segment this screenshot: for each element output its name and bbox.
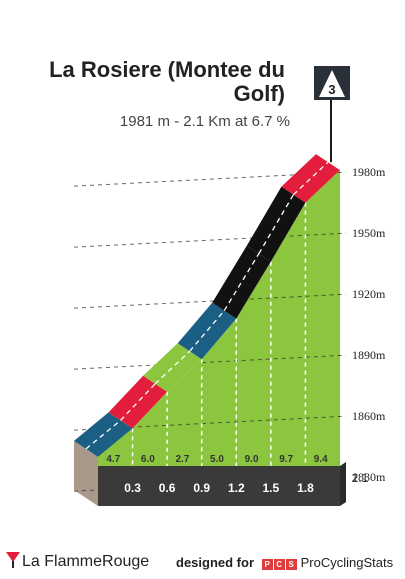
altitude-tick-label: 1830m [352,470,386,484]
km-tick-label: 1.8 [297,481,314,495]
profile-fill [98,170,340,466]
brand-logo: La FlammeRouge [6,552,149,571]
distance-band-end [340,462,346,506]
distance-band [98,466,340,506]
km-tick-label: 0.3 [124,481,141,495]
km-tick-label: 0.9 [193,481,210,495]
altitude-tick-label: 1980m [352,165,386,179]
flamme-rouge-icon [6,552,20,568]
gradient-segment [281,154,340,203]
gradient-segment [108,375,168,429]
footer: La FlammeRouge designed for P C S ProCyclin… [0,548,405,578]
gradient-label: 5.0 [210,454,224,465]
brand-name: La FlammeRouge [22,553,150,570]
gradient-segment [177,302,237,360]
climb-title: La Rosiere (Montee du Golf) [49,57,285,106]
category-triangle-icon [319,70,345,97]
gradient-segment [246,186,306,262]
altitude-grid-line [73,415,347,431]
gradient-centerline [154,350,191,385]
km-tick-label: 1.2 [228,481,245,495]
gradient-centerline [85,419,121,450]
gradient-centerline [258,194,294,254]
gradient-label: 9.0 [245,454,259,465]
gradient-label: 4.7 [106,454,120,465]
gradient-label: 2.7 [175,454,189,465]
gradient-label: 9.7 [279,454,293,465]
km-tick-label: 1.5 [263,481,280,495]
climb-subtitle: 1981 m - 2.1 Km at 6.7 % [119,113,290,130]
gradient-label: 9.4 [314,454,328,465]
credit-site: ProCyclingStats [300,555,394,570]
gradient-segment [143,343,202,392]
gradient-centerline [292,161,329,196]
gradient-segment [212,245,271,319]
altitude-grid-line [73,293,347,309]
altitude-grid-line [73,232,347,248]
profile-start-wall [74,440,98,506]
altitude-tick-label: 1860m [352,409,386,423]
km-tick-label: 0.6 [159,481,176,495]
gradient-centerline [223,253,260,311]
altitude-tick-label: 1890m [352,348,386,362]
altitude-tick-label: 1920m [352,287,386,301]
gradient-label: 6.0 [141,454,155,465]
credit-prefix: designed for [176,555,255,570]
credit: designed for P C S ProCyclingStats [176,555,393,570]
altitude-grid-line [73,354,347,370]
category-badge-number: 3 [328,82,335,97]
total-distance-label: 2.1 [352,471,369,485]
altitude-tick-label: 1950m [352,226,386,240]
